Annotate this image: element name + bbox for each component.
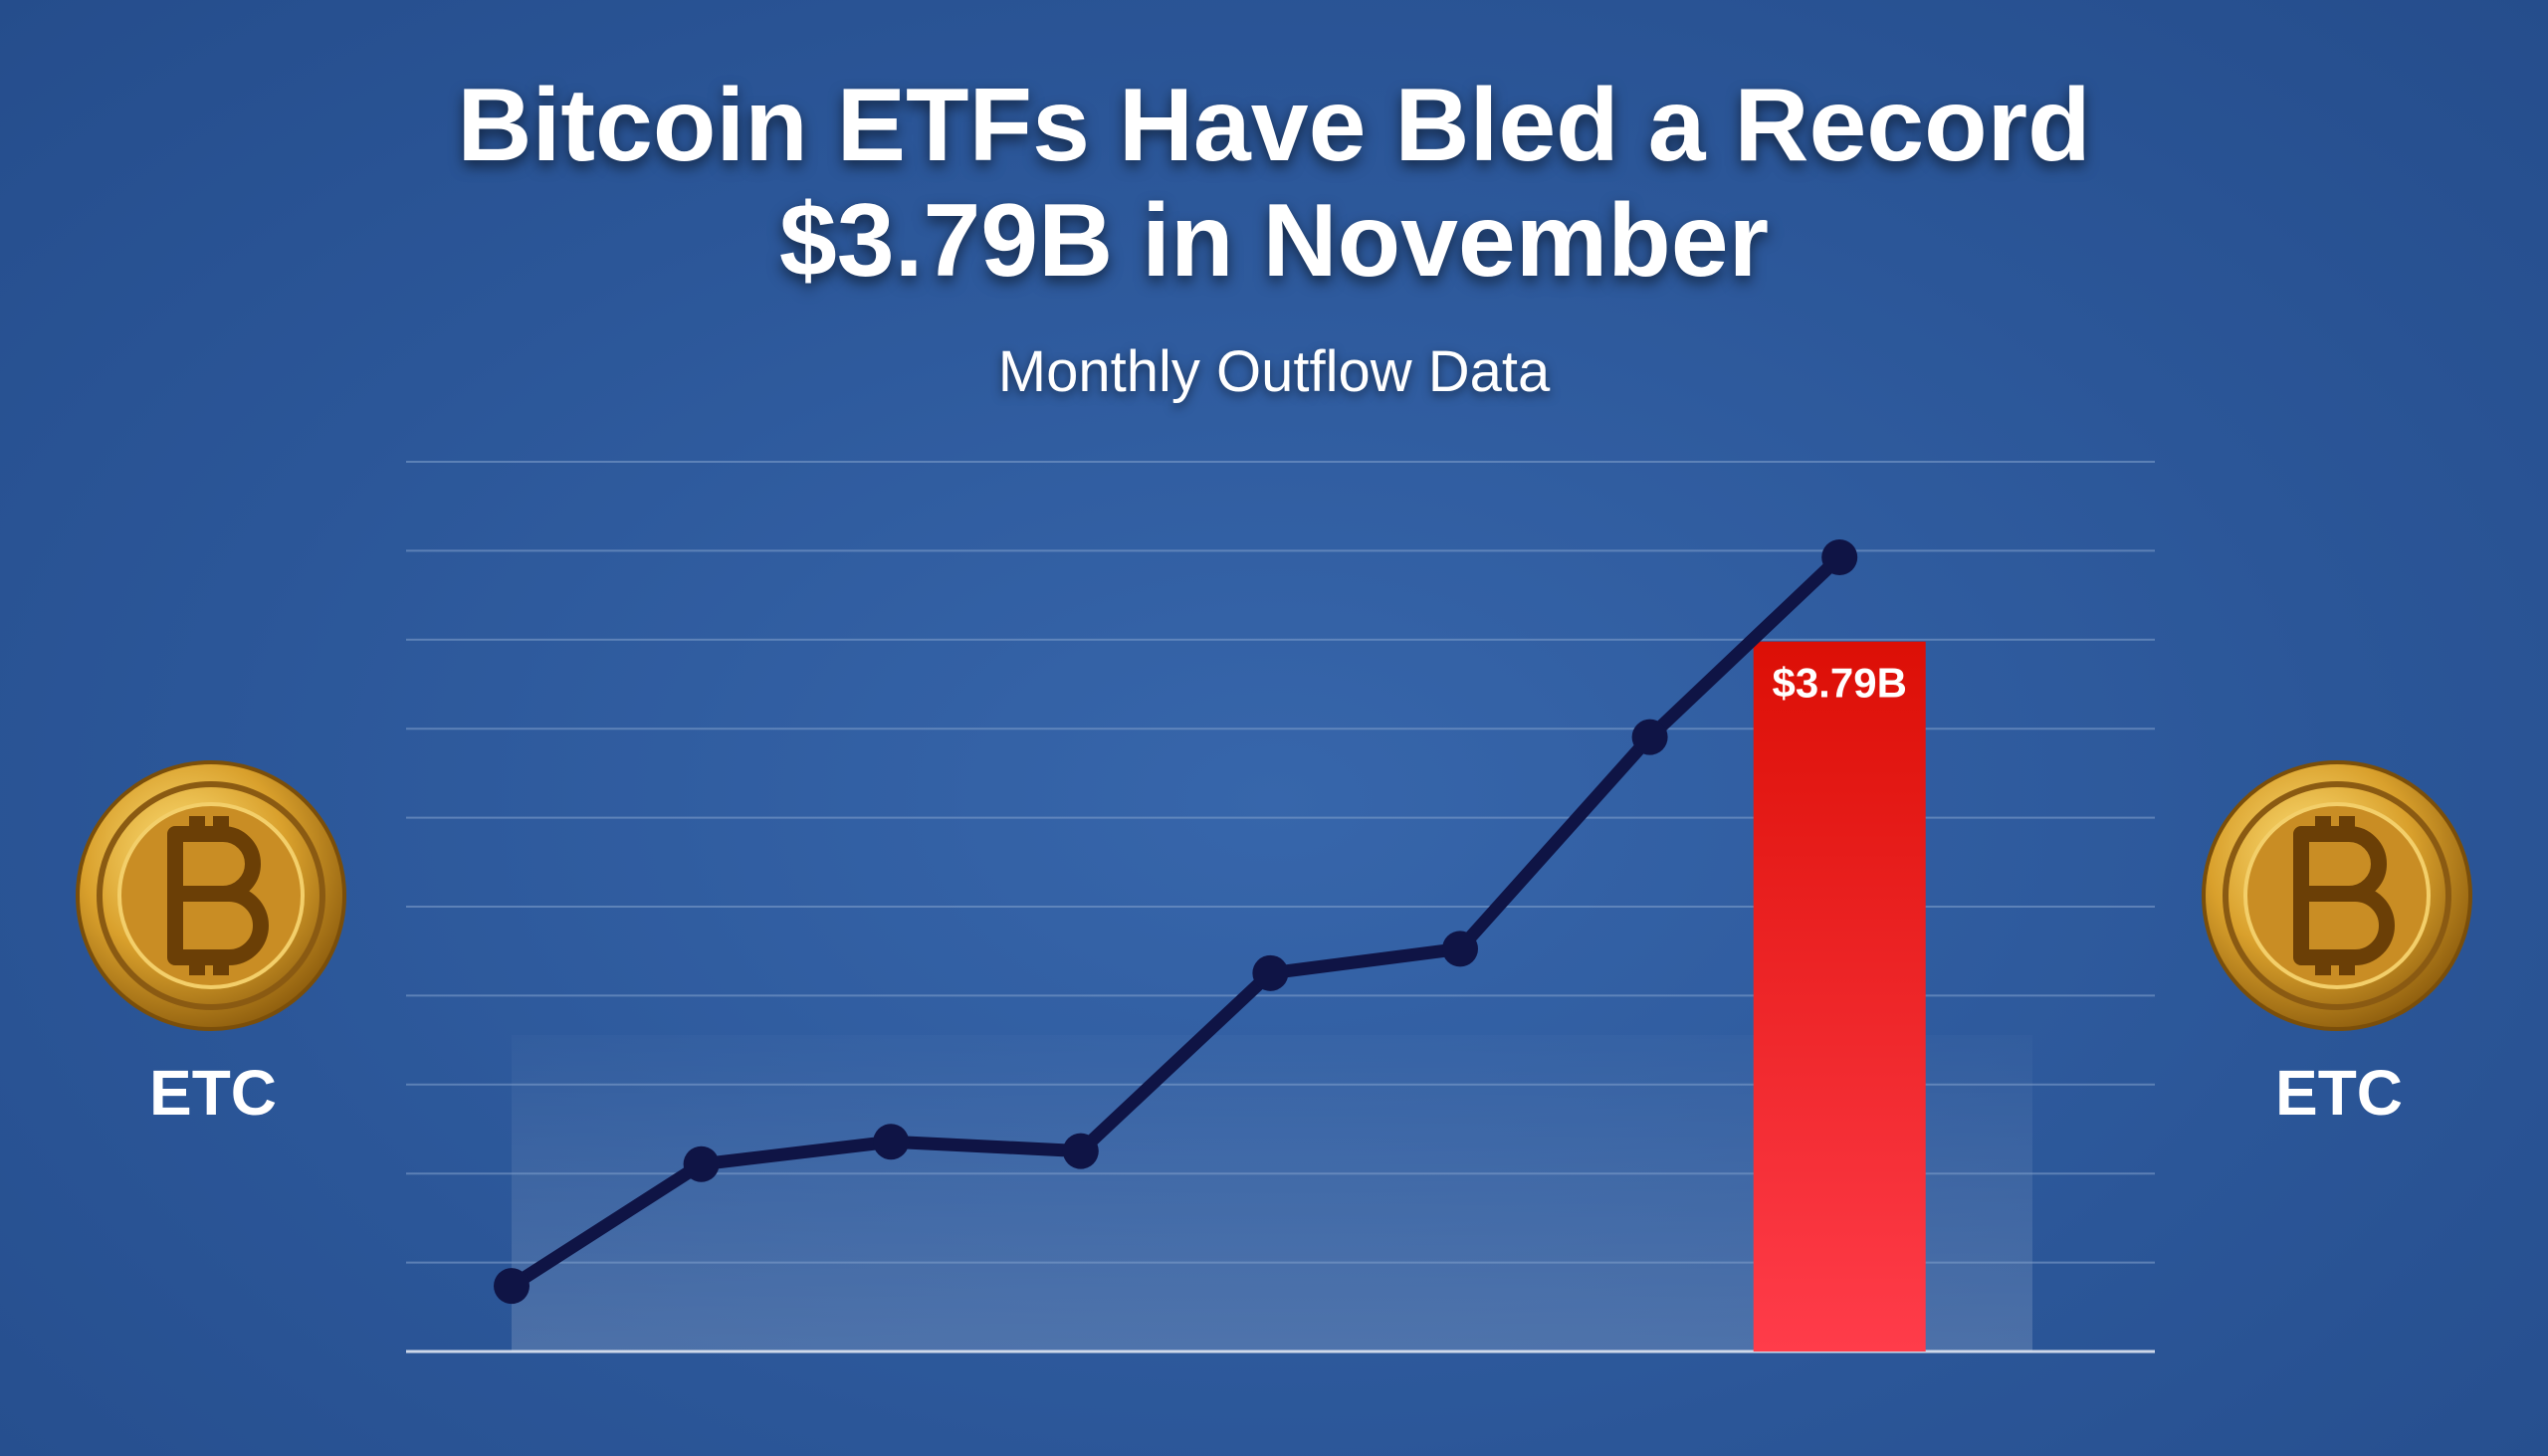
coin-icon bbox=[78, 762, 344, 1029]
line-marker bbox=[1821, 538, 1858, 575]
bar bbox=[1753, 641, 1926, 1352]
side-label: ETC bbox=[2275, 1057, 2403, 1129]
line bbox=[505, 550, 1846, 1293]
line-marker bbox=[1442, 931, 1478, 967]
line-marker bbox=[1062, 1133, 1099, 1169]
side-label: ETC bbox=[149, 1057, 277, 1129]
line-marker bbox=[494, 1268, 530, 1305]
coin-icon bbox=[2204, 762, 2470, 1029]
line-marker bbox=[873, 1124, 910, 1160]
chart-title: Bitcoin ETFs Have Bled a Record $3.79B i… bbox=[457, 68, 2091, 299]
chart-subtitle: Monthly Outflow Data bbox=[997, 339, 1551, 404]
bar-value-label: $3.79B bbox=[1772, 660, 1906, 707]
line-marker bbox=[1631, 719, 1668, 755]
line-marker bbox=[683, 1145, 720, 1182]
line-marker bbox=[1252, 954, 1289, 991]
